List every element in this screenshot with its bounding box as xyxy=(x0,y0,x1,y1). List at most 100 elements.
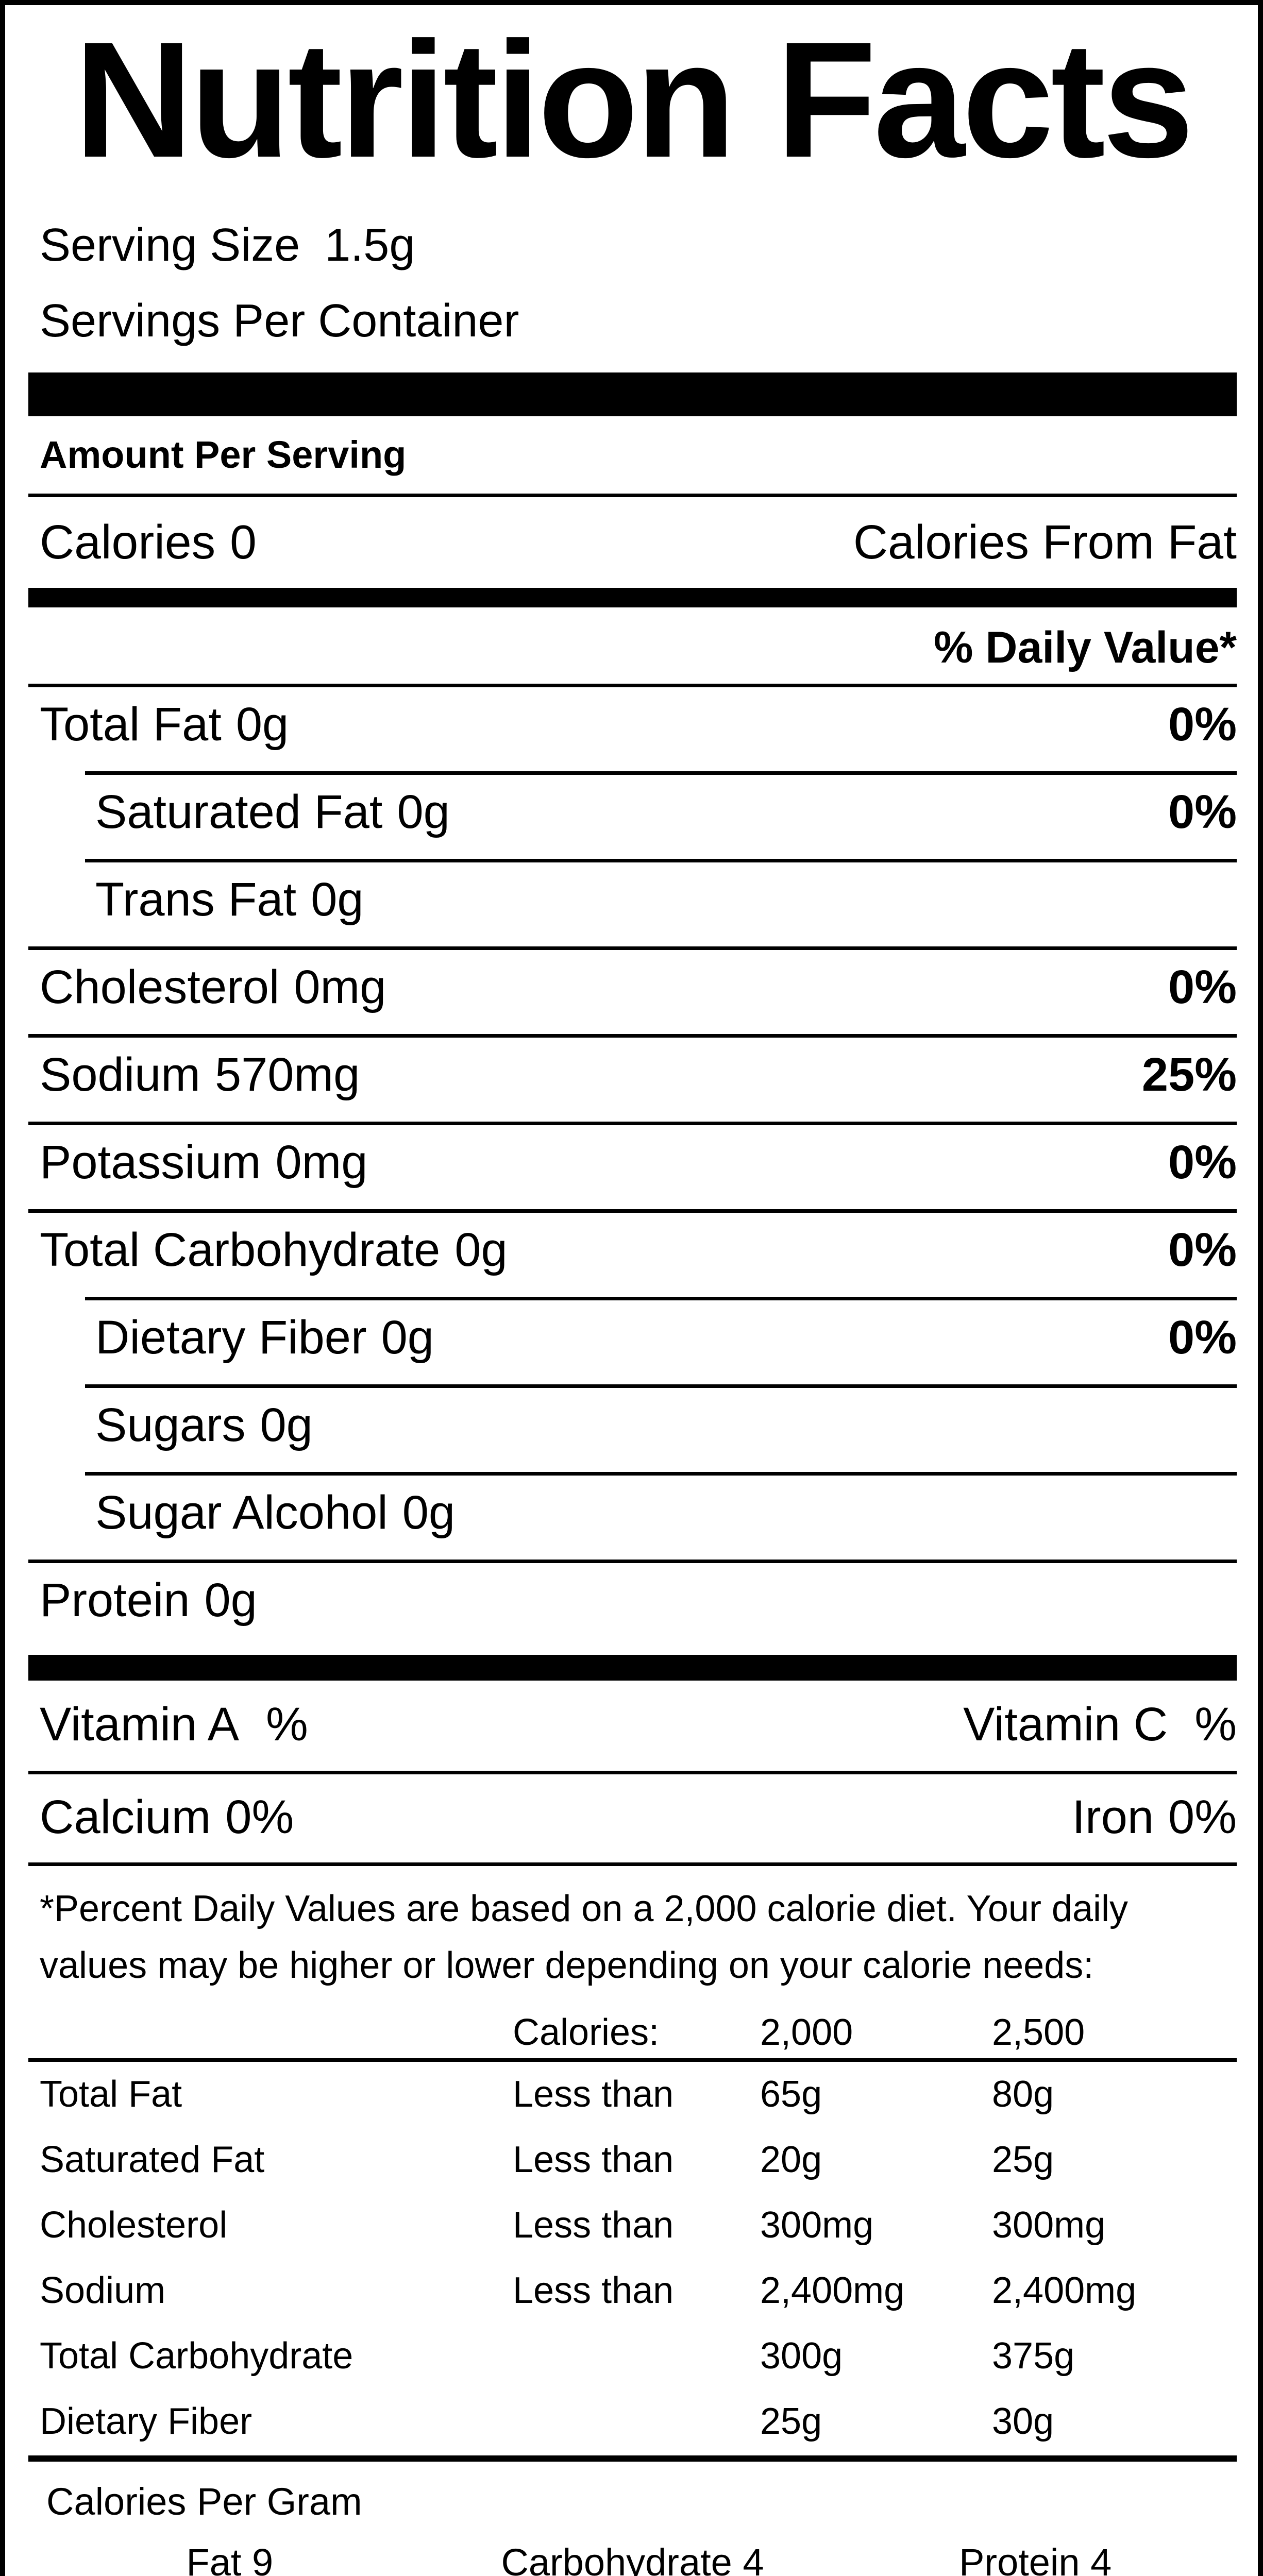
calories-from-fat-label: Calories From Fat xyxy=(853,515,1237,569)
vitamin-a-cell: Vitamin A% xyxy=(40,1696,308,1753)
dv-table-header-2000: 2,000 xyxy=(760,2012,853,2053)
footnote-divider xyxy=(28,1862,1237,1866)
nutrient-dv: 0% xyxy=(1168,1224,1237,1276)
footnote-line-1: *Percent Daily Values are based on a 2,0… xyxy=(40,1888,1129,1929)
dv-table-row-v2500: 30g xyxy=(992,2401,1054,2442)
nutrient-dv: 25% xyxy=(1141,1048,1237,1101)
iron-label: Iron xyxy=(1072,1791,1154,1843)
dv-table-header-empty xyxy=(40,2007,513,2058)
nutrient-name-amount: Sodium 570mg xyxy=(40,1049,360,1100)
dv-table-top-rule xyxy=(28,2058,1237,2062)
serving-size-value: 1.5g xyxy=(325,219,415,271)
dv-table-row-qualifier xyxy=(513,2332,760,2381)
dv-table-row: Cholesterol Less than 300mg 300mg xyxy=(28,2193,1237,2258)
vitamin-c-label: Vitamin C xyxy=(963,1698,1168,1751)
dv-table-row-qualifier: Less than xyxy=(513,2139,674,2180)
vitamin-a-value: % xyxy=(265,1698,308,1751)
dv-table-header: Calories: 2,000 2,500 xyxy=(28,1994,1237,2058)
nutrient-dv: 0% xyxy=(1168,698,1237,751)
nutrient-name-amount: Total Carbohydrate 0g xyxy=(40,1224,508,1276)
nutrient-dv: 0% xyxy=(1168,961,1237,1013)
nutrient-amount: 570mg xyxy=(214,1048,360,1101)
amount-per-serving-heading: Amount Per Serving xyxy=(40,433,407,476)
dv-table-row: Total Fat Less than 65g 80g xyxy=(28,2062,1237,2127)
cpg-protein: Protein 4 xyxy=(959,2541,1112,2576)
vitamin-c-cell: Vitamin C% xyxy=(963,1696,1237,1753)
mineral-row: Calcium 0% Iron 0% xyxy=(28,1771,1237,1862)
serving-size-row: Serving Size 1.5g xyxy=(28,208,1237,283)
nutrient-name-amount: Cholesterol 0mg xyxy=(40,961,386,1013)
dv-table-row-name: Saturated Fat xyxy=(40,2139,265,2180)
nutrient-amount: 0mg xyxy=(275,1136,368,1189)
nutrient-amount: 0g xyxy=(235,698,289,751)
nutrient-name: Sugars xyxy=(95,1399,246,1451)
nutrient-name-amount: Total Fat 0g xyxy=(40,699,289,750)
nutrient-amount: 0g xyxy=(381,1311,434,1364)
calories-value: 0 xyxy=(230,515,257,569)
nutrient-row-sugars: Sugars 0g xyxy=(85,1384,1237,1472)
dv-table-row: Dietary Fiber 25g 30g xyxy=(28,2389,1237,2454)
dv-table-row-v2000: 300g xyxy=(760,2335,843,2377)
calories-row: Calories 0 Calories From Fat xyxy=(28,494,1237,588)
nutrient-name: Sugar Alcohol xyxy=(95,1486,388,1539)
dv-table-row-v2500: 375g xyxy=(992,2335,1075,2377)
footnote-line-2: values may be higher or lower depending … xyxy=(40,1945,1094,1986)
calcium-cell: Calcium 0% xyxy=(40,1789,294,1845)
label-title: Nutrition Facts xyxy=(74,7,1194,192)
separator-bar-top xyxy=(28,372,1237,416)
calories-per-gram-divider xyxy=(28,2455,1237,2462)
dv-table-row-qualifier: Less than xyxy=(513,2074,674,2115)
calories-per-gram-row: Fat 9 Carbohydrate 4 Protein 4 xyxy=(28,2537,1237,2576)
dv-table-row-v2000: 65g xyxy=(760,2074,822,2115)
nutrient-row-sugar-alcohol: Sugar Alcohol 0g xyxy=(85,1472,1237,1560)
nutrient-name: Saturated Fat xyxy=(95,786,383,838)
footnote: *Percent Daily Values are based on a 2,0… xyxy=(28,1866,1237,1994)
nutrient-amount: 0g xyxy=(397,786,450,838)
dv-table-row-v2000: 300mg xyxy=(760,2205,874,2246)
nutrient-dv: 0% xyxy=(1168,1136,1237,1189)
dv-table-row-name: Total Carbohydrate xyxy=(40,2335,353,2377)
nutrient-name-amount: Trans Fat 0g xyxy=(95,874,364,925)
nutrient-name: Potassium xyxy=(40,1136,261,1189)
nutrient-name-amount: Sugars 0g xyxy=(95,1399,313,1451)
vitamin-a-label: Vitamin A xyxy=(40,1698,239,1751)
nutrient-amount: 0g xyxy=(204,1574,257,1626)
nutrient-name-amount: Sugar Alcohol 0g xyxy=(95,1487,455,1538)
dv-table-row-v2000: 25g xyxy=(760,2401,822,2442)
nutrient-name: Total Carbohydrate xyxy=(40,1224,441,1276)
iron-value: 0% xyxy=(1168,1791,1237,1843)
vitamin-row: Vitamin A% Vitamin C% xyxy=(28,1681,1237,1771)
cpg-fat: Fat 9 xyxy=(186,2541,274,2576)
nutrient-name: Cholesterol xyxy=(40,961,280,1013)
vitamin-c-value: % xyxy=(1194,1698,1237,1751)
nutrient-name: Trans Fat xyxy=(95,873,297,926)
separator-bar-calories xyxy=(28,588,1237,607)
calories-label: Calories xyxy=(40,515,216,569)
dv-table-header-calories: Calories: xyxy=(513,2012,660,2053)
dv-table-row-name: Cholesterol xyxy=(40,2205,228,2246)
dv-table-row-qualifier xyxy=(513,2397,760,2446)
dv-table-row-name: Sodium xyxy=(40,2270,166,2311)
nutrient-name-amount: Saturated Fat 0g xyxy=(95,786,450,838)
serving-size-label: Serving Size xyxy=(40,219,300,271)
nutrient-amount: 0mg xyxy=(294,961,386,1013)
nutrient-name: Total Fat xyxy=(40,698,222,751)
dv-table-row-v2500: 25g xyxy=(992,2139,1054,2180)
calcium-label: Calcium xyxy=(40,1791,211,1843)
daily-value-header: % Daily Value* xyxy=(934,623,1237,672)
cpg-carbohydrate: Carbohydrate 4 xyxy=(501,2541,764,2576)
nutrient-row-dietary-fiber: Dietary Fiber 0g 0% xyxy=(85,1297,1237,1384)
nutrient-amount: 0g xyxy=(454,1224,508,1276)
nutrient-row-protein: Protein 0g xyxy=(28,1560,1237,1647)
dv-table-row-v2500: 80g xyxy=(992,2074,1054,2115)
dv-table-row-v2000: 2,400mg xyxy=(760,2270,905,2311)
nutrient-name-amount: Dietary Fiber 0g xyxy=(95,1312,434,1363)
nutrient-dv: 0% xyxy=(1168,1311,1237,1364)
dv-table-header-2500: 2,500 xyxy=(992,2012,1085,2053)
separator-bar-vitamins xyxy=(28,1655,1237,1681)
nutrient-row-sodium: Sodium 570mg 25% xyxy=(28,1034,1237,1122)
dv-table-row-name: Dietary Fiber xyxy=(40,2401,252,2442)
dv-table-row-v2500: 2,400mg xyxy=(992,2270,1137,2311)
nutrient-name: Sodium xyxy=(40,1048,200,1101)
